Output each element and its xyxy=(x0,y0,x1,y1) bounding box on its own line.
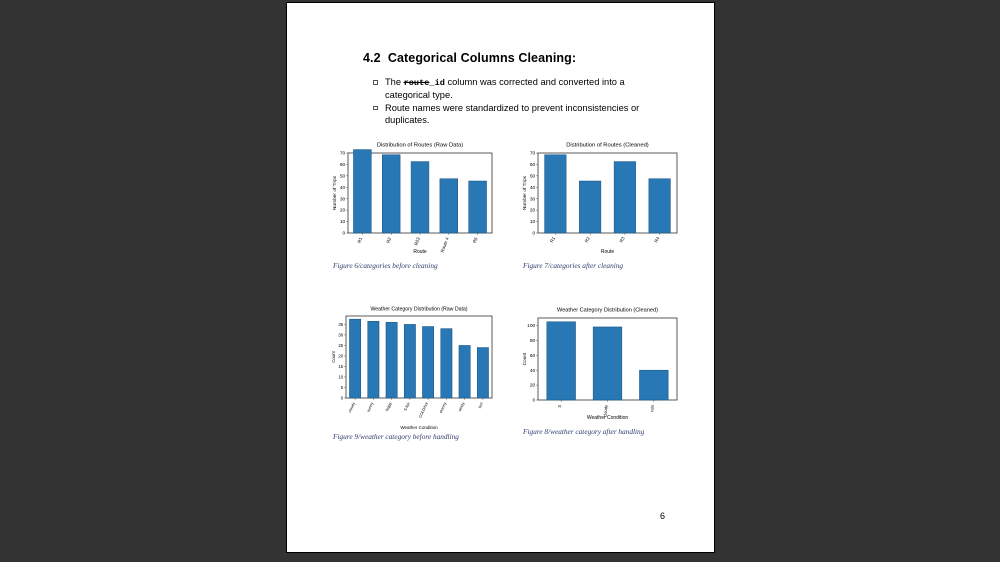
svg-text:0: 0 xyxy=(533,398,536,404)
svg-text:35: 35 xyxy=(338,322,343,327)
svg-text:60: 60 xyxy=(530,162,536,168)
svg-text:10: 10 xyxy=(340,219,346,225)
svg-text:10: 10 xyxy=(530,219,536,225)
svg-text:sunny: sunny xyxy=(366,402,374,413)
svg-text:windy: windy xyxy=(458,402,466,413)
svg-text:R4: R4 xyxy=(653,236,660,244)
svg-text:0: 0 xyxy=(533,231,536,237)
svg-text:70: 70 xyxy=(340,151,346,157)
svg-text:R03: R03 xyxy=(413,236,421,246)
svg-text:0: 0 xyxy=(343,231,346,237)
svg-text:rain: rain xyxy=(649,404,655,412)
svg-text:60: 60 xyxy=(340,162,346,168)
svg-text:25: 25 xyxy=(338,343,343,348)
svg-text:Number of Trips: Number of Trips xyxy=(332,175,338,210)
svg-text:20: 20 xyxy=(338,354,343,359)
svg-text:0: 0 xyxy=(341,396,344,401)
svg-text:Weather Condition: Weather Condition xyxy=(400,425,438,430)
svg-text:R2: R2 xyxy=(584,236,591,244)
svg-text:20: 20 xyxy=(530,383,536,389)
svg-text:80: 80 xyxy=(530,338,536,344)
svg-text:50: 50 xyxy=(340,173,346,179)
svg-text:Distribution of Routes (Cleane: Distribution of Routes (Cleaned) xyxy=(566,143,649,149)
svg-text:stormy: stormy xyxy=(439,402,447,414)
svg-text:40: 40 xyxy=(340,185,346,191)
svg-text:40: 40 xyxy=(530,185,536,191)
svg-text:Number of Trips: Number of Trips xyxy=(522,175,528,210)
svg-text:15: 15 xyxy=(338,364,343,369)
svg-text:Count: Count xyxy=(522,352,528,365)
svg-text:R3: R3 xyxy=(619,236,626,244)
svg-text:S-fair: S-fair xyxy=(403,401,411,412)
svg-text:R5: R5 xyxy=(472,236,479,244)
svg-text:30: 30 xyxy=(340,196,346,202)
svg-text:R1: R1 xyxy=(549,236,556,244)
svg-text:Count: Count xyxy=(331,350,336,362)
svg-text:S: S xyxy=(557,404,562,407)
svg-text:70: 70 xyxy=(530,151,536,157)
svg-text:100: 100 xyxy=(527,323,535,329)
svg-text:R1: R1 xyxy=(357,236,364,244)
svg-text:40: 40 xyxy=(530,368,536,374)
svg-text:5: 5 xyxy=(341,385,344,390)
svg-text:cloudy: cloudy xyxy=(348,402,356,414)
svg-text:Route: Route xyxy=(413,249,427,255)
svg-text:30: 30 xyxy=(530,196,536,202)
svg-text:foggy: foggy xyxy=(385,402,393,412)
svg-text:Distribution of Routes (Raw Da: Distribution of Routes (Raw Data) xyxy=(377,143,463,149)
svg-text:R2: R2 xyxy=(385,236,392,244)
svg-text:20: 20 xyxy=(530,208,536,214)
svg-text:Route: Route xyxy=(601,249,615,255)
svg-text:30: 30 xyxy=(338,333,343,338)
svg-text:60: 60 xyxy=(530,353,536,359)
svg-text:COLD/hot: COLD/hot xyxy=(418,401,429,419)
svg-text:Route 4: Route 4 xyxy=(440,236,450,253)
svg-text:Weather Category Distribution: Weather Category Distribution (Raw Data) xyxy=(370,307,467,313)
svg-text:10: 10 xyxy=(338,375,343,380)
svg-text:20: 20 xyxy=(340,208,346,214)
svg-text:Weather Category Distribution: Weather Category Distribution (Cleaned) xyxy=(557,308,658,314)
svg-text:Weather Condition: Weather Condition xyxy=(587,415,629,421)
svg-text:sun: sun xyxy=(478,402,484,409)
svg-text:50: 50 xyxy=(530,173,536,179)
